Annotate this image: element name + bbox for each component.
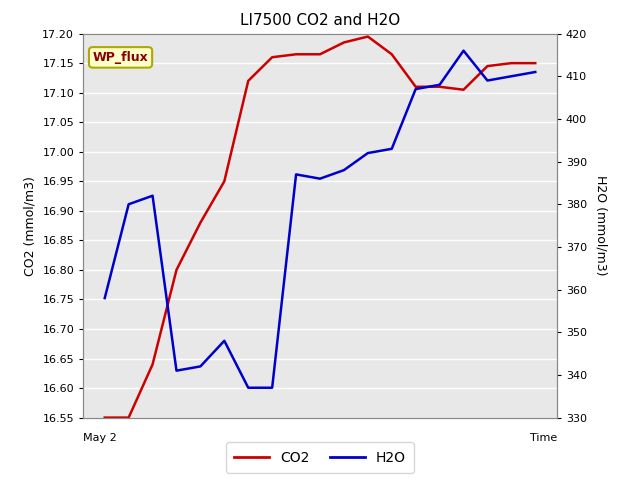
Y-axis label: H2O (mmol/m3): H2O (mmol/m3): [595, 175, 608, 276]
Text: May 2: May 2: [83, 433, 117, 443]
Y-axis label: CO2 (mmol/m3): CO2 (mmol/m3): [24, 176, 36, 276]
Legend: CO2, H2O: CO2, H2O: [226, 443, 414, 473]
Text: WP_flux: WP_flux: [93, 51, 148, 64]
Text: Time: Time: [529, 433, 557, 443]
Title: LI7500 CO2 and H2O: LI7500 CO2 and H2O: [240, 13, 400, 28]
